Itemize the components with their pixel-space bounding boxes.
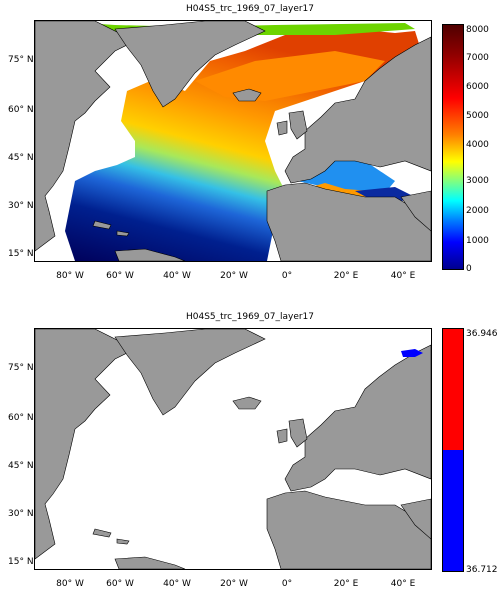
lat-label: 60° N [8,413,34,423]
lon-label: 20° E [333,271,359,281]
lon-label: 40° W [163,579,191,589]
lat-label: 45° N [8,461,34,471]
colorbar-high-segment [443,329,463,450]
lon-label: 80° W [56,271,84,281]
lat-label: 30° N [8,201,34,211]
africa-land [266,490,431,569]
landmask-bottom [35,329,431,569]
colorbar-tick-label: 6000 [466,82,489,92]
colorbar-tick-label: 2000 [466,206,489,216]
lon-label: 0° [281,271,293,281]
british-isles-land [288,418,308,448]
colorbar-top [442,24,464,270]
lat-label: 75° N [8,363,34,373]
colorbar-tick-label: 5000 [466,111,489,121]
colorbar-tick-label: 0 [466,264,472,274]
colorbar-tick-label: 4000 [466,140,489,150]
lon-label: 20° W [220,271,248,281]
north-america-land [35,21,136,252]
lat-label: 45° N [8,153,34,163]
lat-label: 15° N [8,249,34,259]
lon-label: 20° E [333,579,359,589]
lon-label: 80° W [56,579,84,589]
lon-label: 40° E [390,271,416,281]
lon-label: 20° W [220,579,248,589]
colorbar-tick-label: 1000 [466,236,489,246]
iceland-land [232,396,262,410]
colorbar-tick-label: 7000 [466,53,489,63]
south-america-land [114,556,186,569]
lon-label: 0° [281,579,293,589]
colorbar-tick-label: 3000 [466,176,489,186]
lat-label: 75° N [8,55,34,65]
lon-label: 40° W [163,271,191,281]
colorbar-low-segment [443,450,463,571]
colorbar-tick-label: 8000 [466,25,489,35]
lat-label: 60° N [8,105,34,115]
lat-label: 15° N [8,557,34,567]
iceland-land [232,88,262,102]
greenland-land [114,21,266,108]
north-america-land [35,329,136,560]
map-title-bottom: H04S5_trc_1969_07_layer17 [185,312,315,322]
british-isles-land [288,110,308,140]
lat-label: 30° N [8,509,34,519]
greenland-land [114,329,266,416]
colorbar-max-label: 36.946 [466,329,498,339]
lon-label: 60° W [106,271,134,281]
europe-land [284,36,431,184]
lon-label: 60° W [106,579,134,589]
tracer-value-patch [401,349,423,357]
lon-label: 40° E [390,579,416,589]
tracer-map-top [34,20,432,262]
tracer-field-top [35,21,431,261]
colorbar-min-label: 36.712 [466,565,498,575]
colorbar-bottom [442,328,464,572]
south-america-land [114,248,186,261]
europe-land [284,344,431,492]
map-title-top: H04S5_trc_1969_07_layer17 [185,4,315,14]
tracer-map-bottom [34,328,432,570]
